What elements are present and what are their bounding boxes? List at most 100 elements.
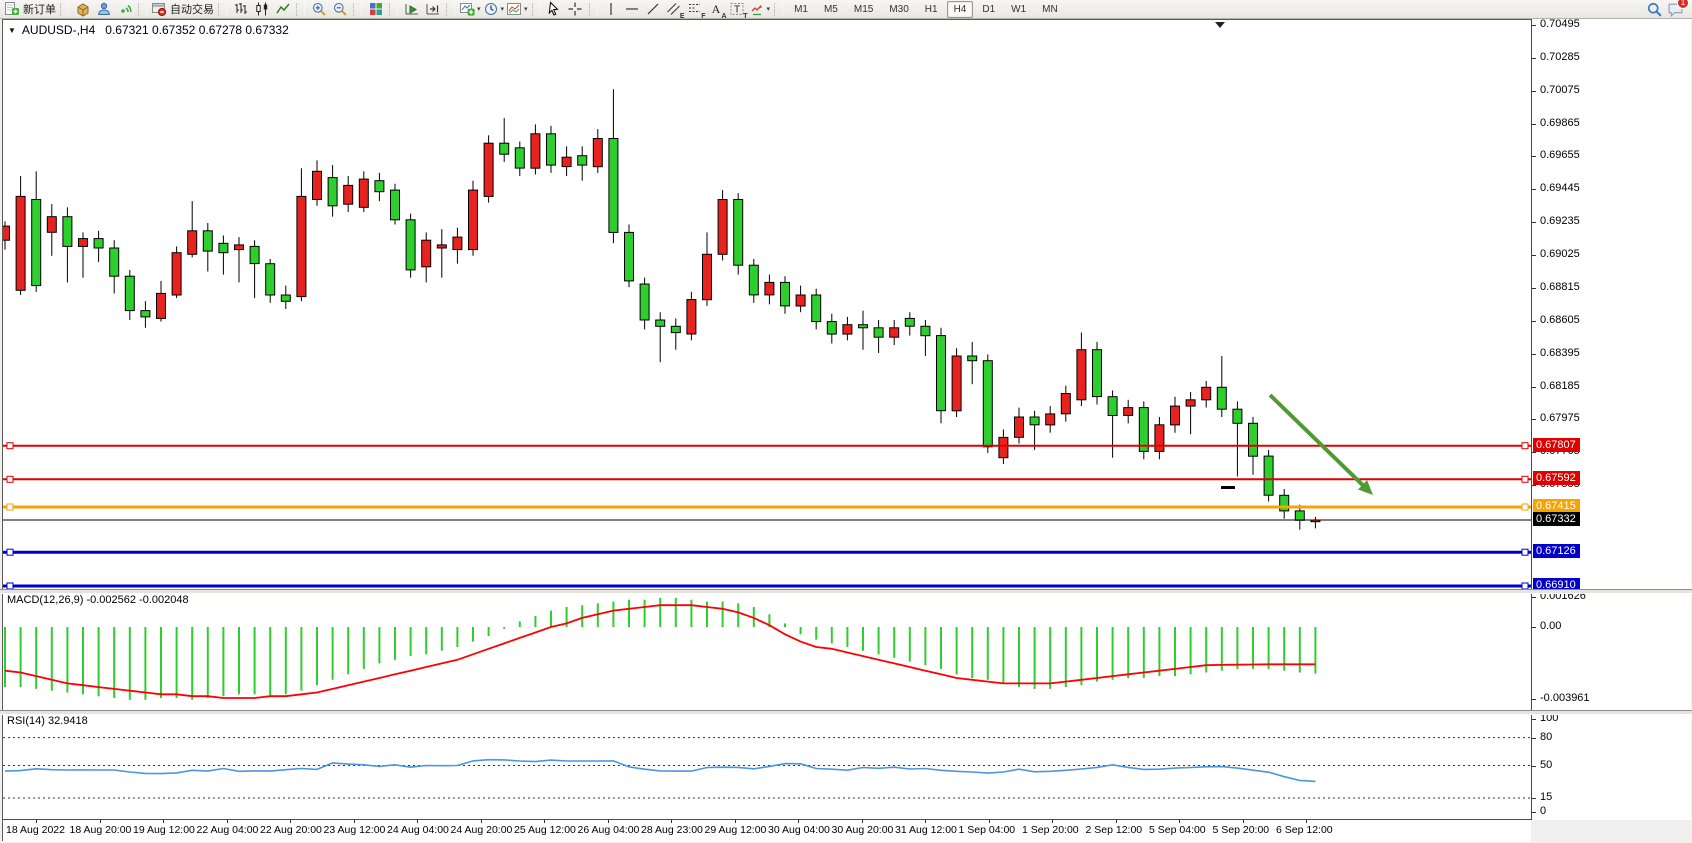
chevron-down-icon: ▾ xyxy=(766,6,771,13)
auto-scroll-icon[interactable] xyxy=(402,1,421,18)
candle xyxy=(811,294,822,323)
timeframe-button-h4[interactable]: H4 xyxy=(946,0,974,18)
candle xyxy=(733,199,744,266)
candle xyxy=(249,245,260,265)
time-label: 18 Aug 20:00 xyxy=(69,824,132,836)
bar-chart-icon[interactable] xyxy=(231,1,250,18)
axis-tick xyxy=(1532,189,1536,191)
time-label: 31 Aug 12:00 xyxy=(895,824,957,836)
axis-tick xyxy=(1532,25,1536,26)
candle xyxy=(1154,424,1165,452)
timeframe-button-m1[interactable]: M1 xyxy=(794,3,808,15)
timeframe-button-m30[interactable]: M30 xyxy=(889,3,909,15)
line-handle[interactable] xyxy=(1521,475,1529,483)
price-axis[interactable]: 0.70495 0.70285 0.70075 0.69865 0.69655 0.694… xyxy=(1531,18,1691,820)
candle-chart-icon[interactable] xyxy=(252,1,271,18)
timeframe-button-h1[interactable]: H1 xyxy=(924,3,938,15)
templates-icon[interactable]: ▾ xyxy=(506,1,528,18)
time-axis[interactable]: 18 Aug 2022 18 Aug 20:00 19 Aug 12:00 22 Au… xyxy=(3,819,1531,842)
line-handle[interactable] xyxy=(1521,442,1529,450)
candle xyxy=(358,178,369,208)
vline-tool-icon[interactable] xyxy=(602,1,621,18)
chart-shift-icon[interactable] xyxy=(423,1,442,18)
svg-text:A: A xyxy=(712,2,721,16)
line-handle[interactable] xyxy=(1521,548,1529,556)
candle xyxy=(46,216,57,233)
periods-icon[interactable]: ▾ xyxy=(483,1,504,18)
line-handle[interactable] xyxy=(6,475,14,483)
time-label: 26 Aug 04:00 xyxy=(577,824,640,836)
tile-windows-icon[interactable] xyxy=(366,1,385,18)
crosshair-icon[interactable] xyxy=(566,1,585,18)
time-label: 1 Sep 04:00 xyxy=(958,824,1016,836)
price-tick-label: 0.68185 xyxy=(1540,379,1580,392)
zoom-out-icon[interactable] xyxy=(330,1,349,18)
new-order-button[interactable]: 新订单 xyxy=(4,1,56,18)
candle xyxy=(483,142,494,197)
rsi-axis-label: 80 xyxy=(1540,730,1553,743)
time-label: 24 Aug 20:00 xyxy=(450,824,513,836)
timeframe-button-mn[interactable]: MN xyxy=(1042,3,1058,15)
axis-corner xyxy=(1531,820,1690,841)
line-handle[interactable] xyxy=(1521,503,1529,511)
signals-icon[interactable] xyxy=(115,1,134,18)
price-chart-panel[interactable] xyxy=(3,20,1531,589)
rsi-axis-label: 15 xyxy=(1540,791,1553,804)
line-handle[interactable] xyxy=(6,503,14,511)
timeframe-button-d1[interactable]: D1 xyxy=(982,3,996,15)
candle xyxy=(3,225,10,241)
candle xyxy=(452,236,463,251)
timeframe-button-m5[interactable]: M5 xyxy=(823,3,838,15)
panel-separator-1[interactable] xyxy=(0,589,1692,594)
fibonacci-tool-icon[interactable]: F xyxy=(686,1,706,20)
macd-panel[interactable] xyxy=(3,592,1531,710)
line-handle[interactable] xyxy=(6,548,14,556)
line-handle[interactable] xyxy=(6,582,14,589)
down-arrow[interactable] xyxy=(1268,393,1366,489)
time-label: 28 Aug 23:00 xyxy=(641,824,703,836)
chat-icon[interactable]: 1 xyxy=(1666,0,1689,18)
candle xyxy=(78,238,88,247)
toolbar-separator xyxy=(774,2,784,16)
autotrade-button[interactable]: 自动交易 xyxy=(151,1,214,18)
community-icon[interactable] xyxy=(94,1,113,18)
zoom-in-icon[interactable] xyxy=(309,1,328,18)
timeframe-button-w1[interactable]: W1 xyxy=(1011,3,1027,15)
time-label: 2 Sep 12:00 xyxy=(1085,824,1143,836)
candle xyxy=(686,299,697,335)
panel-separator-2[interactable] xyxy=(0,710,1692,715)
rsi-panel[interactable] xyxy=(3,713,1531,819)
market-icon[interactable] xyxy=(73,1,92,18)
channel-tool-icon[interactable]: E xyxy=(665,1,685,20)
candle xyxy=(858,324,868,329)
time-label: 25 Aug 12:00 xyxy=(514,824,576,836)
candle xyxy=(842,324,853,335)
cursor-icon[interactable] xyxy=(545,1,564,18)
time-tick xyxy=(607,820,609,823)
timeframe-button-m15[interactable]: M15 xyxy=(853,3,874,15)
line-handle[interactable] xyxy=(6,442,14,450)
arrows-tool-icon[interactable]: ▾ xyxy=(749,1,771,18)
axis-tick xyxy=(1532,597,1536,599)
macd-axis-label: 0.00 xyxy=(1540,620,1562,632)
candle xyxy=(436,244,447,249)
search-icon[interactable] xyxy=(1645,1,1664,18)
macd-signal-line xyxy=(4,604,1316,699)
candle xyxy=(920,325,931,337)
candle xyxy=(592,138,603,168)
horizontal-lines xyxy=(3,442,1531,589)
symbol-dropdown-icon[interactable]: ▼ xyxy=(8,25,16,35)
candle xyxy=(343,184,354,205)
chart-shift-marker[interactable] xyxy=(1215,22,1225,28)
line-chart-icon[interactable] xyxy=(273,1,292,18)
hline-tool-icon[interactable] xyxy=(623,1,642,18)
time-tick xyxy=(1115,820,1117,823)
trendline-tool-icon[interactable] xyxy=(644,1,663,18)
chevron-down-icon: ▾ xyxy=(477,6,481,13)
candle xyxy=(140,310,151,318)
line-handle[interactable] xyxy=(1521,582,1529,589)
indicators-icon[interactable]: ▾ xyxy=(459,1,481,18)
candle xyxy=(561,156,572,168)
